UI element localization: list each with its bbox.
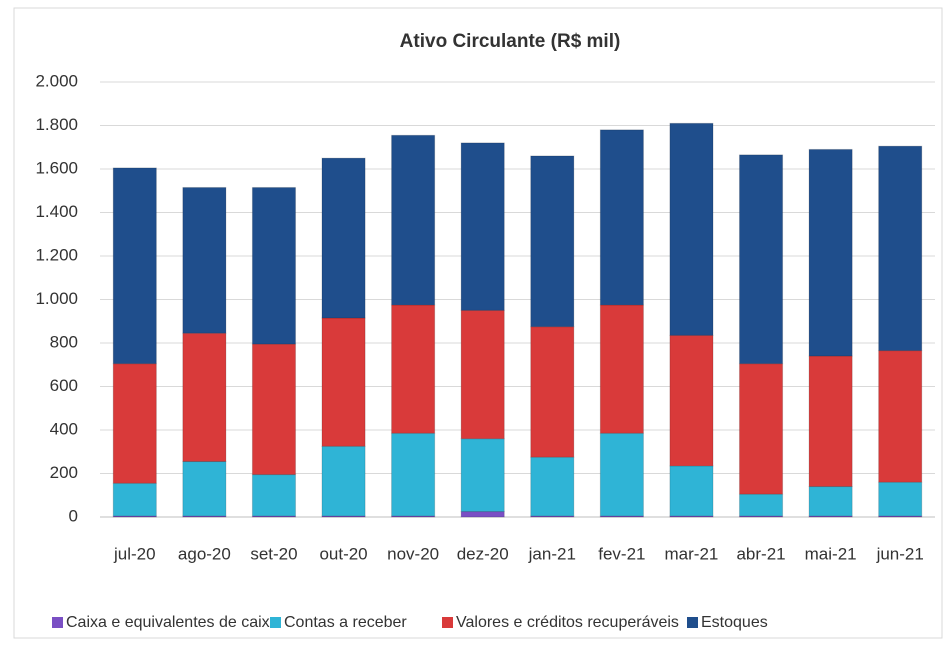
bar-segment — [738, 493, 784, 517]
bar-segment — [182, 461, 227, 517]
y-tick-label: 1.000 — [35, 289, 78, 308]
bar-segment — [460, 142, 505, 311]
bar-segment — [460, 438, 505, 513]
bar-segment — [878, 145, 923, 352]
y-tick-label: 1.200 — [35, 245, 78, 264]
legend-label: Valores e créditos recuperáveis — [456, 614, 679, 631]
y-tick-label: 200 — [50, 463, 78, 482]
x-tick-label: ago-20 — [178, 544, 231, 563]
bar-segment — [738, 154, 784, 365]
bar-segment — [599, 432, 644, 517]
y-tick-label: 400 — [50, 419, 78, 438]
bar-segment — [530, 326, 575, 458]
bar-segment — [251, 343, 297, 476]
bar-segment — [460, 511, 505, 518]
x-tick-label: set-20 — [250, 544, 297, 563]
legend-swatch — [52, 617, 63, 628]
x-tick-label: out-20 — [319, 544, 367, 563]
x-tick-label: mar-21 — [665, 544, 719, 563]
bar-segment — [530, 155, 575, 328]
bar-segment — [738, 363, 784, 495]
x-tick-label: jun-21 — [876, 544, 924, 563]
bar-segment — [669, 334, 714, 467]
bar-segment — [878, 350, 923, 483]
bar-segment — [599, 304, 644, 434]
bar-segment — [321, 317, 366, 447]
bar-segment — [251, 474, 297, 517]
x-tick-label: jul-20 — [113, 544, 156, 563]
bar-segment — [669, 122, 714, 336]
bar-segment — [391, 134, 436, 306]
bar-segment — [878, 481, 923, 517]
x-tick-label: mai-21 — [805, 544, 857, 563]
y-tick-label: 600 — [50, 376, 78, 395]
bar-segment — [599, 129, 644, 306]
bar-segment — [530, 456, 575, 517]
bar-segment — [391, 304, 436, 434]
x-tick-label: dez-20 — [457, 544, 509, 563]
y-tick-label: 1.600 — [35, 158, 78, 177]
bar-segment — [321, 445, 366, 517]
x-tick-label: fev-21 — [598, 544, 645, 563]
x-tick-label: jan-21 — [528, 544, 576, 563]
legend-label: Contas a receber — [284, 614, 407, 631]
legend-label: Caixa e equivalentes de caixa — [66, 614, 279, 631]
y-tick-label: 2.000 — [35, 71, 78, 90]
bar-segment — [112, 167, 157, 365]
bar-segment — [808, 486, 853, 517]
bar-segment — [182, 186, 227, 334]
bar-segment — [669, 465, 714, 517]
bar-segment — [251, 186, 297, 345]
bar-segment — [460, 309, 505, 440]
legend-label: Estoques — [701, 614, 768, 631]
y-tick-label: 0 — [69, 506, 78, 525]
y-tick-label: 1.800 — [35, 115, 78, 134]
bar-segment — [808, 355, 853, 488]
y-tick-label: 1.400 — [35, 202, 78, 221]
bar-segment — [182, 332, 227, 463]
legend-swatch — [687, 617, 698, 628]
y-tick-label: 800 — [50, 332, 78, 351]
x-tick-label: abr-21 — [736, 544, 785, 563]
chart-title: Ativo Circulante (R$ mil) — [400, 31, 621, 52]
bar-segment — [112, 363, 157, 484]
bar-segment — [112, 482, 157, 517]
legend-swatch — [442, 617, 453, 628]
bar-segment — [391, 432, 436, 517]
bar-segment — [321, 157, 366, 319]
x-tick-label: nov-20 — [387, 544, 439, 563]
bar-segment — [808, 148, 853, 357]
legend-swatch — [270, 617, 281, 628]
